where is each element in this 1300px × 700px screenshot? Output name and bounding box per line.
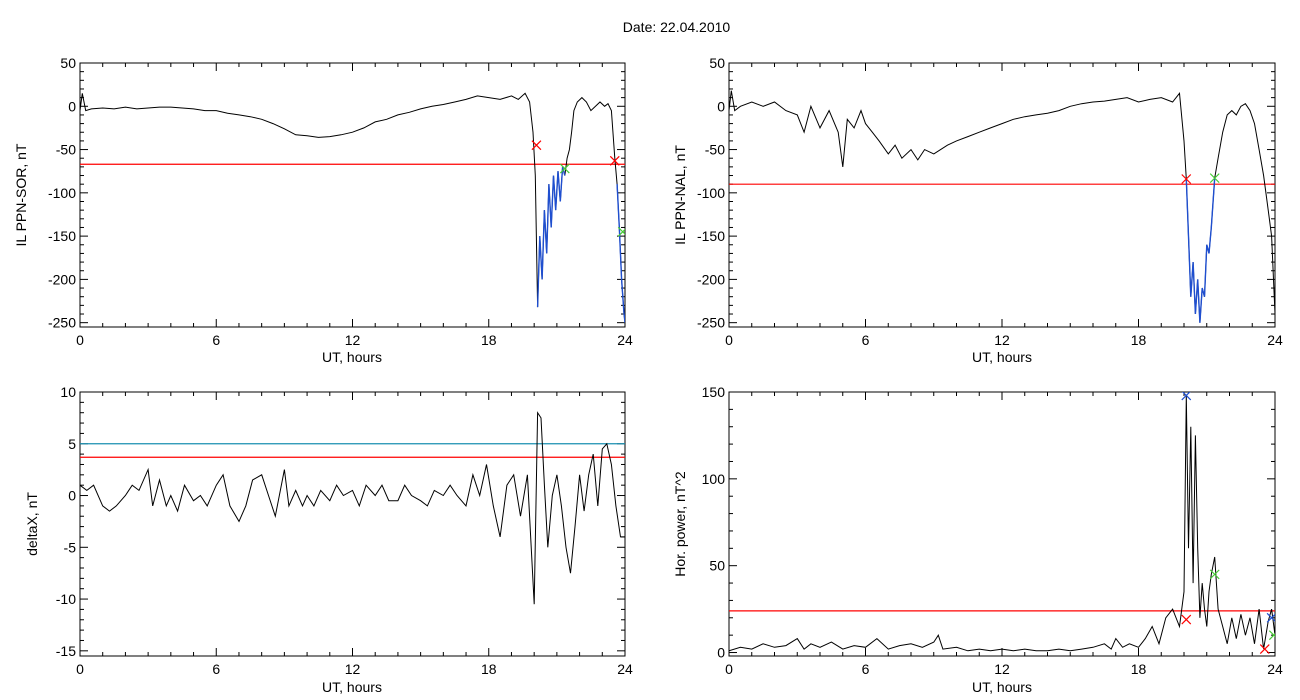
series-line bbox=[729, 395, 1275, 652]
plot-area bbox=[729, 392, 1275, 654]
marker-stroke bbox=[1181, 392, 1191, 401]
x-tick-label: 6 bbox=[212, 332, 220, 348]
marker-x bbox=[1181, 392, 1192, 401]
plot-frame bbox=[79, 62, 626, 328]
marker-stroke bbox=[617, 228, 625, 237]
y-tick-label: 10 bbox=[60, 384, 76, 400]
y-tick-label: 0 bbox=[68, 488, 76, 504]
y-tick-label: -50 bbox=[705, 142, 725, 158]
x-tick-label: 24 bbox=[617, 332, 633, 348]
panel-ppn-sor: 0 6 12 18 24 -250 -200 -150 -100 -50 0 50 UT, hours… bbox=[13, 55, 633, 365]
y-tick-label: 50 bbox=[709, 55, 725, 71]
marker-stroke bbox=[1268, 633, 1275, 641]
y-tick-label: -5 bbox=[64, 539, 77, 555]
marker-stroke bbox=[1259, 644, 1270, 654]
page-title: Date: 22.04.2010 bbox=[622, 19, 731, 35]
x-tick-label: 24 bbox=[1267, 332, 1283, 348]
x-tick-label: 0 bbox=[76, 332, 84, 348]
marker-x bbox=[531, 140, 542, 151]
x-tick-label: 24 bbox=[1267, 661, 1283, 677]
plot-area bbox=[729, 90, 1275, 323]
x-tick-label: 6 bbox=[862, 332, 870, 348]
marker-stroke bbox=[1209, 173, 1220, 184]
x-tick-label: 24 bbox=[617, 661, 633, 677]
panel-hor-power: 0 6 12 18 24 0 50 100 150 UT, hours Hor. power, … bbox=[672, 384, 1283, 695]
x-tick-label: 6 bbox=[862, 661, 870, 677]
plot-frame bbox=[728, 62, 1276, 328]
marker-stroke bbox=[1181, 174, 1192, 184]
marker-stroke bbox=[1209, 569, 1220, 580]
highlight-line bbox=[1185, 178, 1216, 323]
y-tick-label: 100 bbox=[702, 471, 726, 487]
plot-frame bbox=[728, 391, 1276, 657]
highlight-line bbox=[536, 166, 566, 308]
y-tick-label: -100 bbox=[48, 185, 76, 201]
x-tick-label: 12 bbox=[994, 332, 1010, 348]
y-tick-label: -250 bbox=[697, 315, 725, 331]
marker-x bbox=[1268, 630, 1275, 641]
marker-x bbox=[1181, 174, 1192, 184]
marker-x bbox=[609, 155, 620, 166]
series-line bbox=[729, 90, 1275, 323]
y-tick-label: -15 bbox=[56, 643, 76, 659]
y-axis-label: Hor. power, nT^2 bbox=[672, 471, 688, 577]
highlight-line bbox=[616, 184, 625, 323]
y-tick-label: 0 bbox=[717, 645, 725, 661]
marker-stroke bbox=[609, 155, 620, 166]
y-tick-label: -10 bbox=[56, 591, 76, 607]
y-tick-label: -150 bbox=[697, 228, 725, 244]
x-axis-label: UT, hours bbox=[322, 679, 382, 695]
y-tick-label: 50 bbox=[60, 55, 76, 71]
y-tick-label: 150 bbox=[702, 384, 726, 400]
marker-x bbox=[1259, 644, 1270, 654]
y-axis-label: deltaX, nT bbox=[24, 492, 40, 556]
marker-stroke bbox=[531, 140, 542, 151]
y-tick-label: -150 bbox=[48, 228, 76, 244]
marker-x bbox=[1266, 612, 1275, 623]
plot-area bbox=[80, 411, 625, 605]
x-tick-label: 12 bbox=[345, 332, 361, 348]
marker-stroke bbox=[1266, 613, 1275, 623]
y-tick-label: -200 bbox=[48, 271, 76, 287]
y-axis-label: IL PPN-SOR, nT bbox=[13, 143, 29, 246]
x-tick-label: 0 bbox=[725, 661, 733, 677]
y-tick-label: 0 bbox=[717, 98, 725, 114]
series-line bbox=[80, 411, 625, 605]
plot-area bbox=[80, 92, 625, 323]
y-tick-label: -250 bbox=[48, 315, 76, 331]
marker-stroke bbox=[559, 163, 570, 174]
x-tick-label: 6 bbox=[212, 661, 220, 677]
marker-x bbox=[1209, 569, 1220, 580]
x-axis-label: UT, hours bbox=[322, 349, 382, 365]
marker-x bbox=[559, 163, 570, 174]
marker-x bbox=[1209, 173, 1220, 184]
series-line bbox=[80, 92, 625, 323]
y-axis-label: IL PPN-NAL, nT bbox=[672, 145, 688, 245]
panel-ppn-nal: 0 6 12 18 24 -250 -200 -150 -100 -50 0 50 UT, hours… bbox=[672, 55, 1283, 365]
y-tick-label: -200 bbox=[697, 271, 725, 287]
x-tick-label: 18 bbox=[481, 661, 497, 677]
plot-frame bbox=[79, 391, 626, 657]
marker-stroke bbox=[1181, 614, 1192, 625]
marker-x bbox=[617, 226, 625, 237]
panel-deltax: 0 6 12 18 24 -15 -10 -5 0 5 10 UT, hours deltaX, n… bbox=[24, 384, 633, 695]
x-tick-label: 0 bbox=[725, 332, 733, 348]
y-tick-label: -100 bbox=[697, 185, 725, 201]
y-tick-label: 0 bbox=[68, 98, 76, 114]
x-axis-label: UT, hours bbox=[972, 349, 1032, 365]
x-tick-label: 18 bbox=[1131, 661, 1147, 677]
x-tick-label: 12 bbox=[994, 661, 1010, 677]
y-tick-label: 50 bbox=[709, 558, 725, 574]
x-tick-label: 18 bbox=[1131, 332, 1147, 348]
x-axis-label: UT, hours bbox=[972, 679, 1032, 695]
marker-x bbox=[1181, 614, 1192, 625]
x-tick-label: 0 bbox=[76, 661, 84, 677]
y-tick-label: 5 bbox=[68, 436, 76, 452]
y-tick-label: -50 bbox=[56, 142, 76, 158]
x-tick-label: 18 bbox=[481, 332, 497, 348]
x-tick-label: 12 bbox=[345, 661, 361, 677]
